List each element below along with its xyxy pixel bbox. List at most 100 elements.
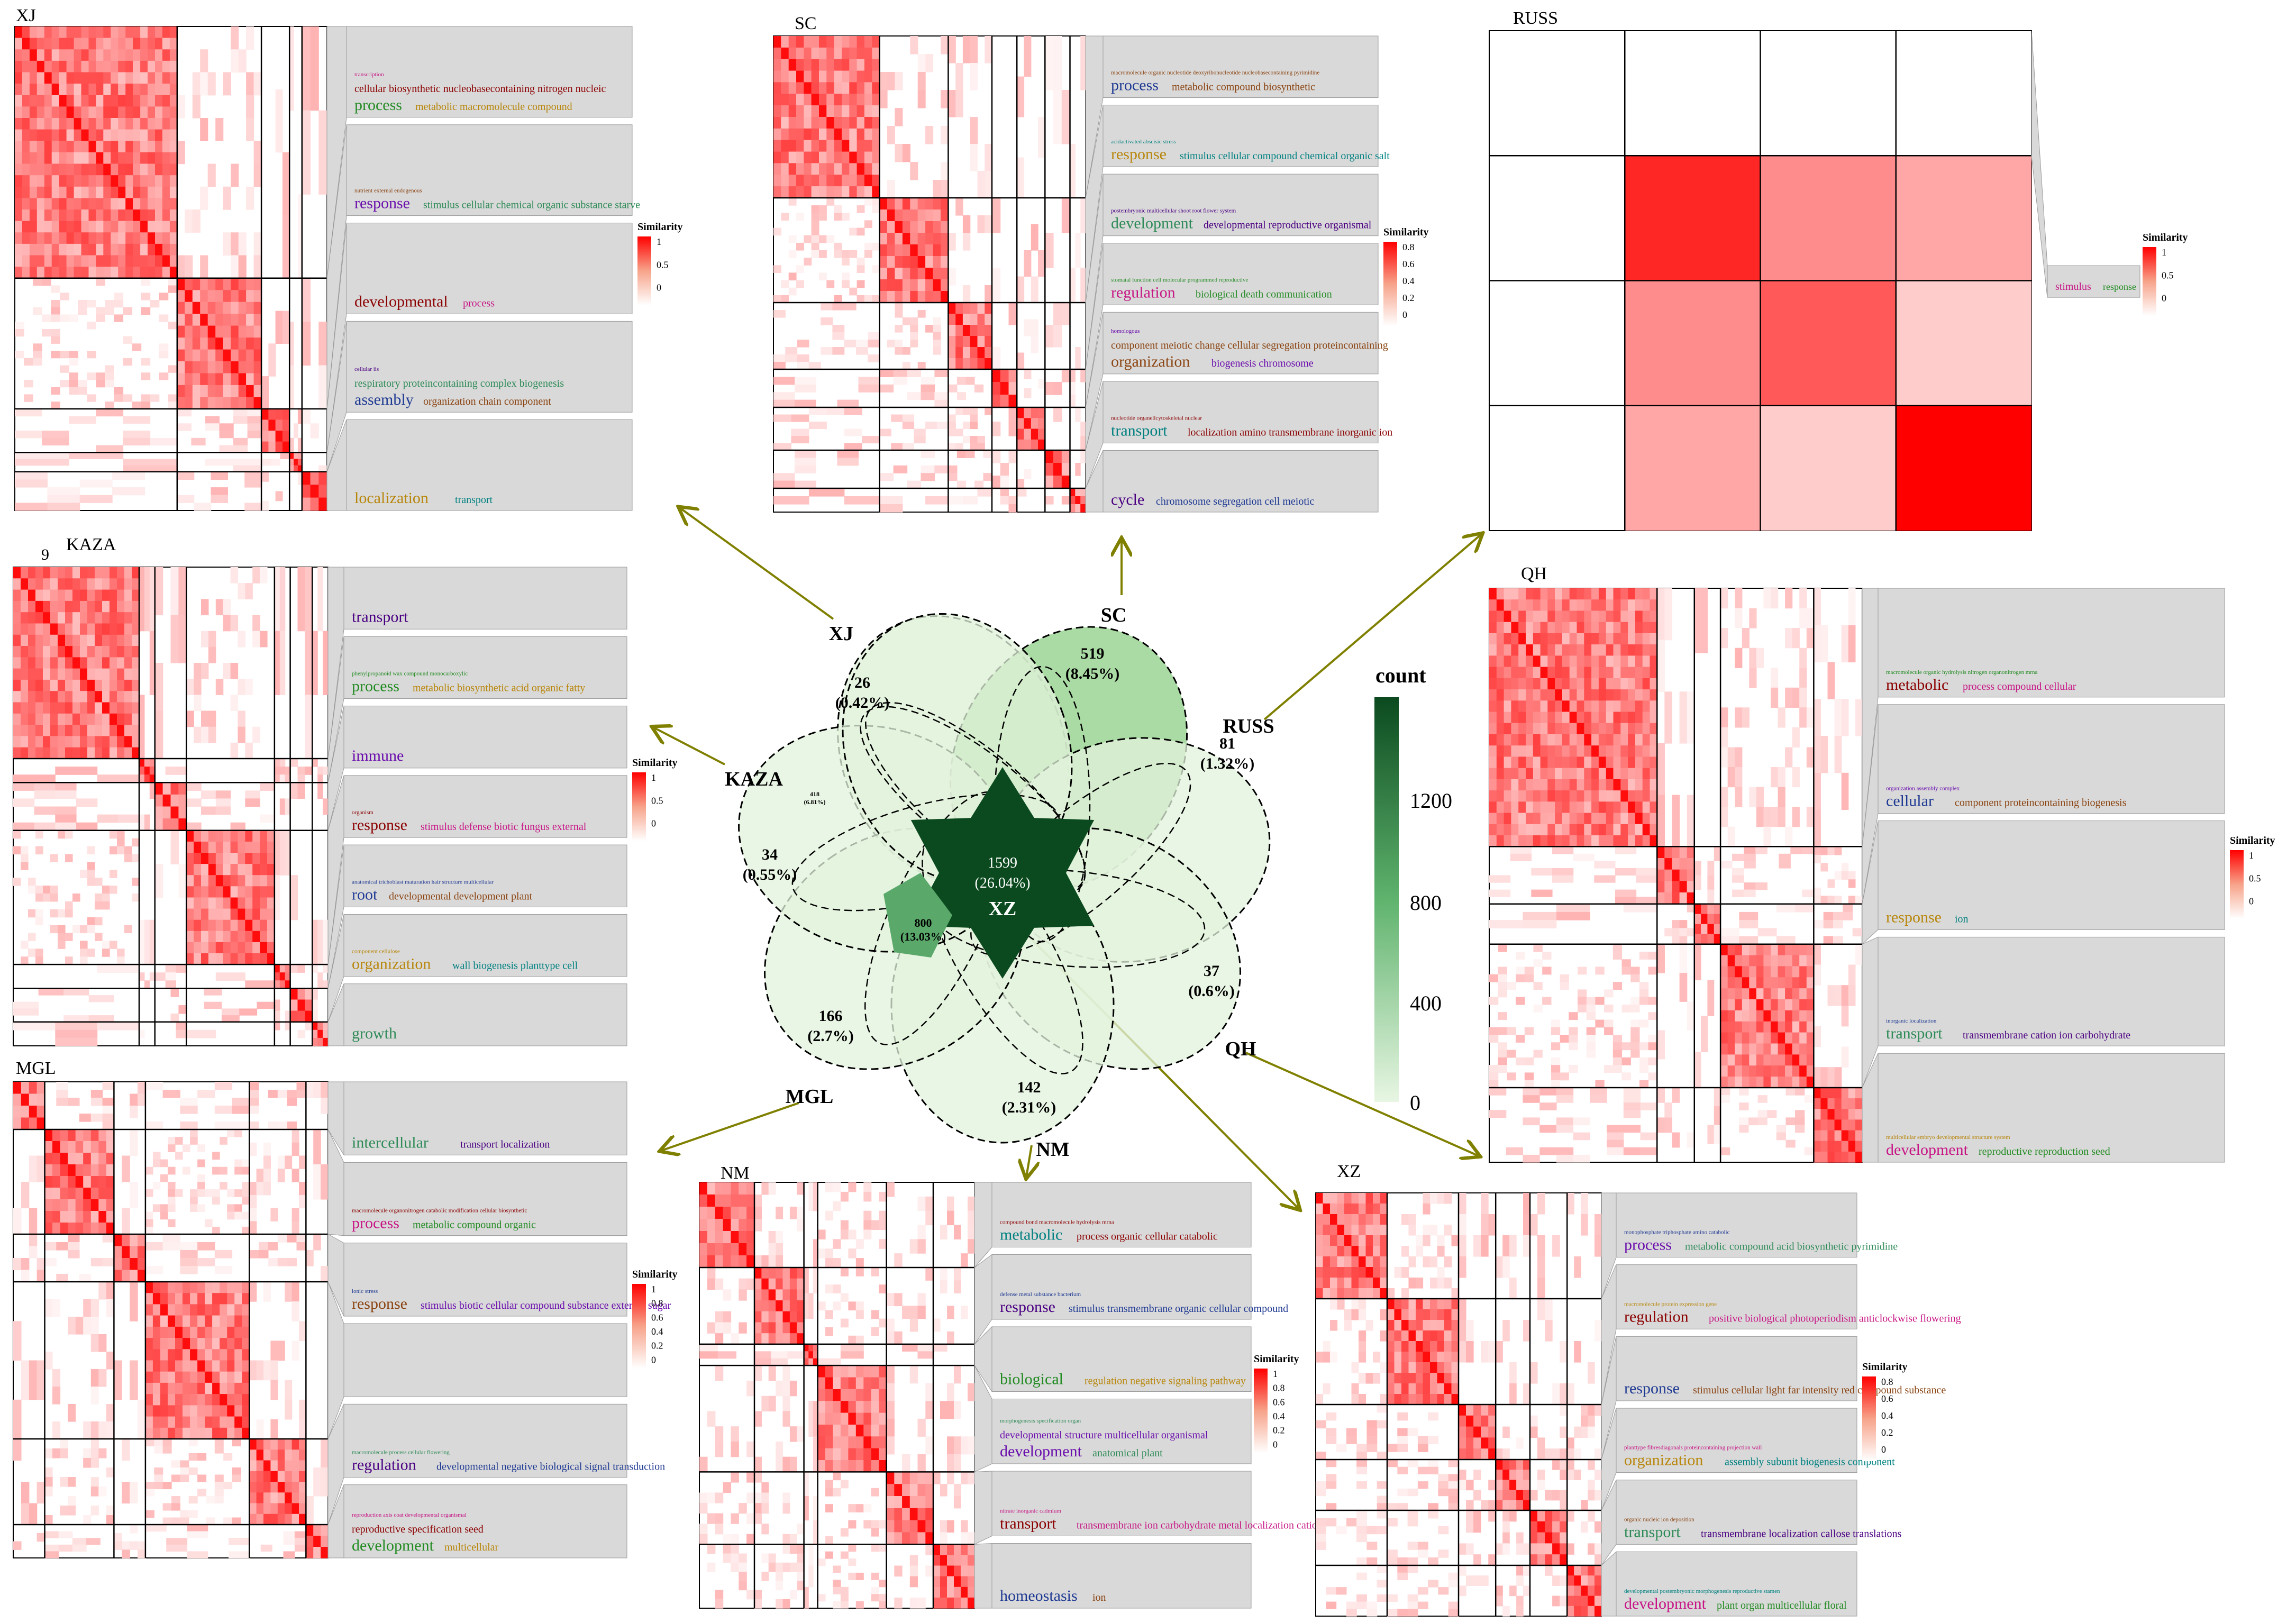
heatmap-cell xyxy=(152,1394,161,1406)
heatmap-cell xyxy=(788,250,797,258)
heatmap-cell xyxy=(15,503,48,511)
heatmap-cell xyxy=(1555,824,1563,836)
heatmap-cell xyxy=(297,471,303,485)
heatmap-cell xyxy=(1806,999,1814,1011)
heatmap-cell xyxy=(1613,689,1621,701)
heatmap-cell xyxy=(1489,712,1497,724)
heatmap-cell xyxy=(43,702,51,714)
heatmap-cell xyxy=(263,1513,271,1525)
heatmap-cell xyxy=(168,1416,176,1428)
heatmap-cell xyxy=(1635,588,1643,600)
heatmap-cell xyxy=(285,798,291,815)
venn-count-russ: 81 xyxy=(1219,735,1235,752)
heatmap-cell xyxy=(1551,1019,1561,1028)
heatmap-cell xyxy=(75,1153,84,1165)
heatmap-cell xyxy=(1628,588,1636,600)
heatmap-cell xyxy=(253,72,262,96)
heatmap-cell xyxy=(68,1477,76,1487)
heatmap-cell xyxy=(291,1221,299,1235)
heatmap-cell xyxy=(150,394,160,402)
heatmap-cell xyxy=(72,747,80,759)
heatmap-cell xyxy=(183,1282,190,1293)
heatmap-cell xyxy=(947,1196,954,1211)
heatmap-cell xyxy=(152,1304,161,1316)
heatmap-cell xyxy=(1795,1117,1805,1126)
heatmap-cell xyxy=(291,1439,299,1450)
heatmap-cell xyxy=(1814,772,1821,810)
heatmap-cell xyxy=(28,657,36,669)
heatmap-cell xyxy=(208,726,216,743)
heatmap-cell xyxy=(940,1280,947,1293)
heatmap-cell xyxy=(220,1326,227,1338)
heatmap-cell xyxy=(299,1492,306,1504)
heatmap-cell xyxy=(117,567,125,579)
heatmap-cell xyxy=(1053,303,1062,325)
heatmap-cell xyxy=(872,295,880,303)
similarity-legend-tick: 0.4 xyxy=(1402,276,1415,286)
heatmap-cell xyxy=(849,94,858,106)
heatmap-cell xyxy=(37,1155,45,1182)
heatmap-cell xyxy=(124,846,132,855)
heatmap-cell xyxy=(1504,610,1511,623)
heatmap-cell xyxy=(186,919,194,932)
heatmap-cell xyxy=(1802,846,1814,854)
heatmap-cell xyxy=(318,497,327,511)
heatmap-cell xyxy=(90,1487,99,1497)
heatmap-cell xyxy=(797,1333,805,1345)
heatmap-cell xyxy=(162,26,170,39)
heatmap-cell xyxy=(66,175,75,187)
heatmap-cell xyxy=(155,72,163,84)
heatmap-cell xyxy=(796,140,804,152)
heatmap-cell xyxy=(245,886,253,898)
heatmap-cell xyxy=(88,129,96,141)
heatmap-cell xyxy=(317,1037,323,1046)
heatmap-cell xyxy=(249,1182,257,1196)
heatmap-cell xyxy=(294,1544,306,1552)
heatmap-cell xyxy=(51,38,60,50)
heatmap-cell xyxy=(321,1164,329,1200)
heatmap-cell xyxy=(1642,835,1651,847)
heatmap-cell xyxy=(162,1446,172,1454)
heatmap-cell xyxy=(74,163,82,176)
heatmap-cell xyxy=(223,232,231,256)
heatmap-cell xyxy=(1031,336,1038,353)
heatmap-cell xyxy=(238,631,245,648)
heatmap-cell xyxy=(29,232,38,244)
heatmap-cell xyxy=(1577,610,1584,623)
heatmap-cell xyxy=(103,255,111,267)
heatmap-cell xyxy=(162,209,170,222)
heatmap-cell xyxy=(238,908,245,920)
heatmap-cell xyxy=(857,280,865,288)
heatmap-cell xyxy=(1620,824,1628,836)
heatmap-cell xyxy=(274,1022,280,1031)
heatmap-cell xyxy=(834,250,842,258)
heatmap-cell xyxy=(1008,422,1017,436)
heatmap-cell xyxy=(220,1315,227,1327)
heatmap-cell xyxy=(29,38,38,50)
heatmap-cell xyxy=(917,198,926,210)
heatmap-cell xyxy=(52,1211,61,1223)
heatmap-cell xyxy=(192,72,201,96)
heatmap-cell xyxy=(1623,1102,1641,1110)
similarity-legend-title: Similarity xyxy=(632,757,678,769)
heatmap-cell xyxy=(102,736,110,748)
heatmap-cell xyxy=(28,634,36,646)
heatmap-cell xyxy=(191,437,206,446)
heatmap-cell xyxy=(252,853,260,864)
heatmap-cell xyxy=(72,1544,87,1552)
heatmap-cell xyxy=(270,1341,278,1361)
heatmap-cell xyxy=(796,128,804,141)
heatmap-cell xyxy=(145,1282,153,1293)
heatmap-cell xyxy=(13,702,21,714)
heatmap-cell xyxy=(22,267,30,279)
heatmap-cell xyxy=(277,1258,288,1266)
heatmap-cell xyxy=(242,1182,250,1190)
heatmap-cell xyxy=(1498,1012,1507,1020)
heatmap-cell xyxy=(97,814,119,823)
heatmap-cell xyxy=(1080,496,1086,505)
heatmap-cell xyxy=(1017,488,1027,497)
heatmap-cell xyxy=(840,1401,849,1414)
heatmap-cell xyxy=(13,774,56,783)
heatmap-cell xyxy=(1771,988,1779,1000)
heatmap-cell xyxy=(145,1394,153,1406)
